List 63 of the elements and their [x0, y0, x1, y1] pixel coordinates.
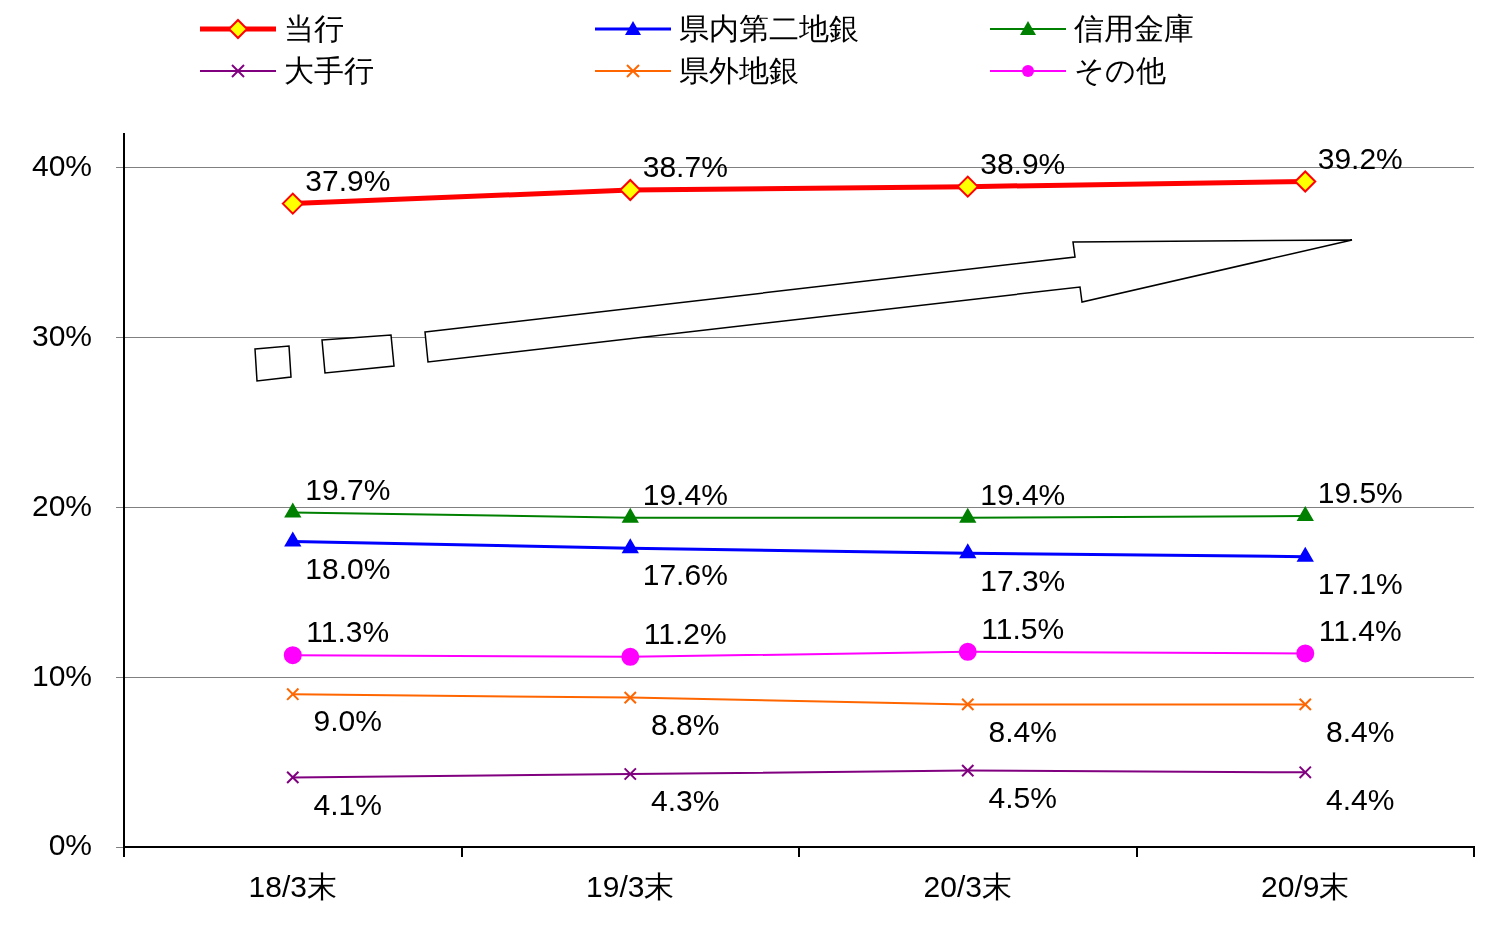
- legend-label: 信用金庫: [1074, 10, 1194, 47]
- point: [959, 508, 976, 523]
- point: [1297, 547, 1314, 562]
- x-tick-label: 18/3末: [248, 870, 337, 904]
- point: [622, 539, 639, 554]
- y-tick-label: 40%: [32, 149, 93, 183]
- data-label: 39.2%: [1317, 141, 1403, 175]
- x-tick-label: 19/3末: [586, 870, 675, 904]
- point: [623, 690, 637, 705]
- legend-label: 大手行: [284, 52, 374, 89]
- data-label: 19.7%: [305, 472, 391, 506]
- point: [1298, 765, 1312, 779]
- data-label: 17.1%: [1317, 566, 1403, 600]
- data-label: 18.0%: [305, 551, 391, 585]
- y-tick-label: 10%: [32, 658, 93, 692]
- point: [1297, 506, 1314, 521]
- point: [956, 175, 979, 198]
- point: [619, 179, 642, 202]
- legend-label: その他: [1074, 52, 1166, 89]
- data-label: 11.2%: [643, 617, 727, 651]
- point: [1296, 644, 1315, 663]
- data-label: 8.4%: [1326, 714, 1395, 748]
- y-tick-label: 30%: [32, 318, 93, 352]
- point: [284, 503, 301, 518]
- point: [286, 770, 300, 785]
- point: [286, 687, 300, 701]
- point: [623, 767, 637, 781]
- data-label: 17.3%: [980, 563, 1066, 597]
- y-tick-label: 20%: [32, 488, 93, 522]
- legend-label: 県内第二地銀: [679, 10, 859, 47]
- data-label: 37.9%: [305, 163, 391, 197]
- point: [961, 763, 975, 778]
- data-label: 19.4%: [980, 477, 1066, 511]
- point: [284, 532, 301, 547]
- legend-label: 当行: [284, 10, 344, 47]
- data-label: 8.8%: [651, 707, 720, 741]
- data-label: 17.6%: [642, 558, 728, 592]
- point: [961, 697, 975, 712]
- legend-label: 県外地銀: [679, 52, 799, 89]
- point: [283, 646, 302, 665]
- point: [959, 544, 976, 559]
- point: [1298, 697, 1312, 712]
- data-label: 11.5%: [981, 612, 1065, 646]
- data-label: 38.9%: [980, 146, 1066, 180]
- data-label: 8.4%: [988, 714, 1057, 748]
- point: [622, 508, 639, 523]
- data-label: 4.1%: [313, 787, 382, 821]
- data-label: 4.3%: [651, 784, 720, 818]
- point: [1294, 170, 1317, 193]
- data-label: 19.5%: [1317, 476, 1403, 510]
- y-tick-label: 0%: [48, 828, 93, 862]
- data-label: 11.4%: [1318, 613, 1402, 647]
- x-tick-label: 20/3末: [923, 870, 1012, 904]
- data-label: 4.4%: [1326, 782, 1395, 816]
- point: [621, 647, 640, 666]
- x-tick-label: 20/9末: [1261, 870, 1350, 904]
- data-label: 4.5%: [988, 780, 1057, 814]
- data-label: 19.4%: [642, 477, 728, 511]
- data-label: 38.7%: [642, 150, 728, 184]
- point: [958, 642, 977, 661]
- data-label: 11.3%: [306, 615, 390, 649]
- data-label: 9.0%: [313, 704, 382, 738]
- point: [281, 192, 304, 215]
